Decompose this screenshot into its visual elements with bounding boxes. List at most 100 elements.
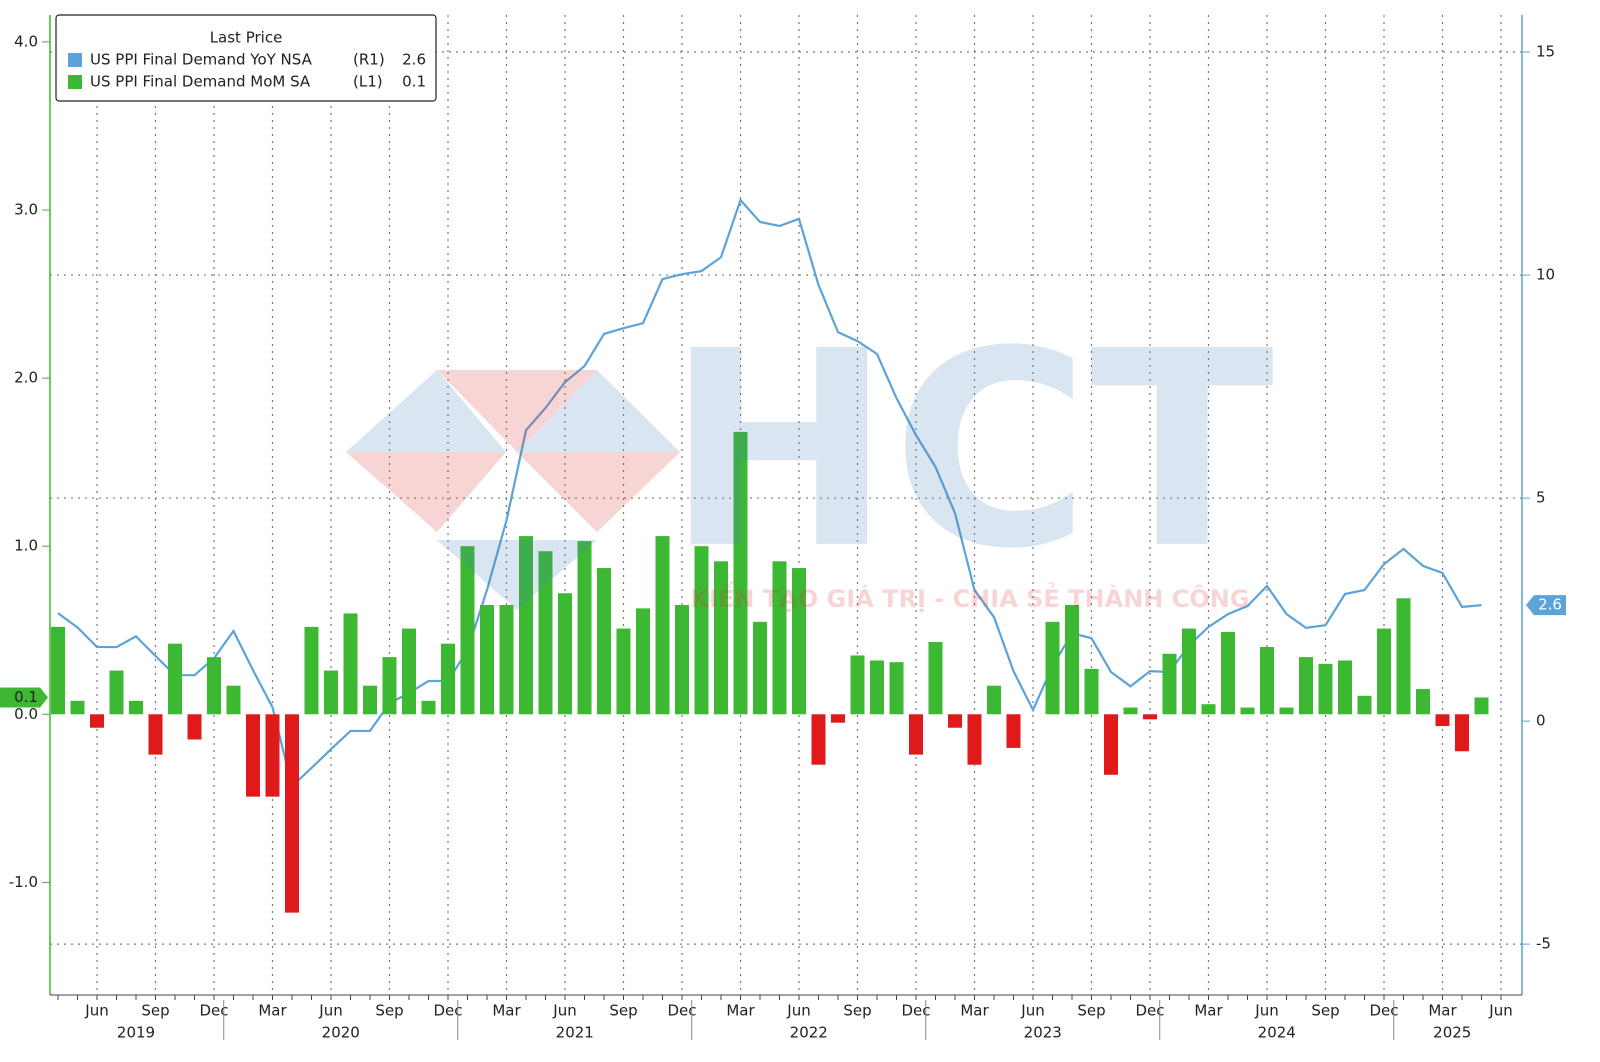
bar <box>402 628 416 715</box>
bar <box>616 628 631 715</box>
x-tick-label: Mar <box>492 1002 521 1020</box>
bar <box>148 714 163 755</box>
x-tick-label: Jun <box>1020 1002 1044 1020</box>
bar <box>597 568 611 715</box>
x-tick-label: Sep <box>141 1002 169 1020</box>
x-tick-label: Mar <box>258 1002 287 1020</box>
bar <box>831 714 845 723</box>
logo-shape <box>346 452 506 532</box>
x-tick-label: Sep <box>1311 1002 1339 1020</box>
year-label: 2019 <box>117 1024 155 1042</box>
bar <box>129 700 143 715</box>
bar <box>1260 647 1274 715</box>
bar <box>187 714 202 740</box>
x-tick-label: Jun <box>318 1002 342 1020</box>
bar <box>636 608 650 715</box>
legend-swatch <box>68 75 82 89</box>
legend-box <box>55 14 437 102</box>
bar <box>499 605 514 715</box>
watermark-slogan: KIẾN TẠO GIÁ TRỊ - CHIA SẺ THÀNH CÔNG <box>690 580 1249 613</box>
bar <box>987 685 1001 715</box>
bar <box>675 605 689 715</box>
bar <box>870 660 884 715</box>
bar <box>1435 714 1450 727</box>
legend-axis-tag: (R1) <box>353 51 385 69</box>
x-tick-label: Jun <box>84 1002 108 1020</box>
bar <box>363 685 377 715</box>
bar <box>1143 714 1157 720</box>
bar <box>948 714 962 728</box>
bar <box>265 714 280 797</box>
bar <box>967 714 982 765</box>
x-tick-label: Sep <box>843 1002 871 1020</box>
year-label: 2023 <box>1024 1024 1062 1042</box>
bar <box>1104 714 1118 775</box>
bar <box>694 546 709 715</box>
year-label: 2020 <box>322 1024 360 1042</box>
x-tick-label: Jun <box>1488 1002 1512 1020</box>
bar <box>1201 704 1216 715</box>
watermark: HCT KIẾN TẠO GIÁ TRỊ - CHIA SẺ THÀNH CÔN… <box>346 293 1276 613</box>
x-tick-label: Jun <box>786 1002 810 1020</box>
watermark-title: HCT <box>666 293 1276 608</box>
bar <box>1279 707 1294 715</box>
legend-label: US PPI Final Demand YoY NSA <box>90 51 313 69</box>
bar <box>1162 653 1177 715</box>
bar <box>1123 707 1138 715</box>
logo-shape <box>517 370 680 532</box>
bar <box>850 655 865 715</box>
x-tick-label: Mar <box>1194 1002 1223 1020</box>
y-tick-label: 0.0 <box>14 705 38 723</box>
bar <box>1182 628 1196 715</box>
logo-shape <box>437 540 597 610</box>
x-tick-label: Dec <box>433 1002 462 1020</box>
x-tick-label: Dec <box>199 1002 228 1020</box>
year-label: 2021 <box>556 1024 594 1042</box>
bar <box>811 714 826 765</box>
bar <box>70 700 85 715</box>
year-label: 2024 <box>1258 1024 1296 1042</box>
bar <box>441 643 455 715</box>
logo-shape <box>517 452 680 532</box>
bar <box>753 621 767 715</box>
x-tick-label: Mar <box>1428 1002 1457 1020</box>
bar <box>1006 714 1021 748</box>
bar <box>772 561 787 715</box>
bar <box>1377 628 1391 715</box>
bar <box>1045 621 1060 715</box>
legend-axis-tag: (L1) <box>353 73 383 91</box>
bar <box>1221 631 1235 715</box>
y2-tick-label: 15 <box>1536 43 1555 61</box>
y-tick-label: 4.0 <box>14 32 38 50</box>
y-tick-label: 3.0 <box>14 200 38 218</box>
legend-label: US PPI Final Demand MoM SA <box>90 73 311 91</box>
bar <box>90 714 104 728</box>
bar <box>207 657 221 715</box>
bar <box>733 431 748 715</box>
bar <box>909 714 923 755</box>
bar <box>343 613 358 715</box>
last-value-label: 2.6 <box>1538 596 1562 614</box>
bar <box>1474 697 1489 715</box>
bar <box>480 605 494 715</box>
bar <box>1318 663 1333 715</box>
x-tick-label: Sep <box>375 1002 403 1020</box>
last-value-badge <box>1526 595 1566 616</box>
bar <box>928 641 943 715</box>
x-tick-label: Sep <box>609 1002 637 1020</box>
bar <box>382 657 397 715</box>
x-tick-label: Dec <box>1369 1002 1398 1020</box>
y2-tick-label: -5 <box>1536 935 1551 953</box>
x-tick-label: Sep <box>1077 1002 1105 1020</box>
legend-value: 2.6 <box>402 51 426 69</box>
legend-title: Last Price <box>210 29 283 47</box>
x-tick-label: Mar <box>960 1002 989 1020</box>
y-tick-label: 2.0 <box>14 369 38 387</box>
bar <box>304 626 319 715</box>
bar <box>51 626 65 715</box>
x-tick-label: Jun <box>1254 1002 1278 1020</box>
x-tick-label: Dec <box>1135 1002 1164 1020</box>
y2-tick-label: 5 <box>1536 489 1546 507</box>
bar <box>1299 657 1313 715</box>
